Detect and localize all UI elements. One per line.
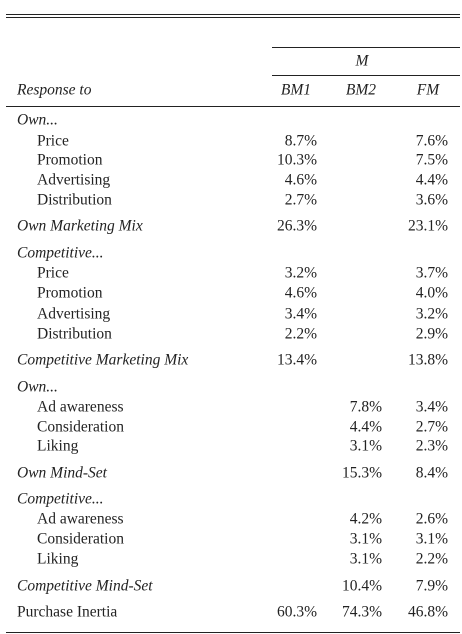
cell: 2.3% — [416, 438, 448, 455]
cell: 8.4% — [416, 465, 448, 482]
row-label: Price — [37, 133, 69, 150]
cell: 2.6% — [416, 511, 448, 528]
row-label: Own Mind-Set — [17, 465, 108, 482]
row-label: Competitive... — [17, 245, 104, 262]
row-label: Distribution — [37, 192, 112, 209]
cell: 2.2% — [416, 551, 448, 568]
cell: 10.3% — [277, 152, 317, 169]
cell: 3.1% — [416, 531, 448, 548]
cell: 2.7% — [416, 419, 448, 436]
cell: 3.7% — [416, 265, 448, 282]
cell: 4.2% — [350, 511, 382, 528]
row-label: Ad awareness — [37, 511, 124, 528]
cell: 4.6% — [285, 285, 317, 302]
cell: 74.3% — [342, 604, 382, 621]
row-label: Distribution — [37, 326, 112, 343]
cell: 15.3% — [342, 465, 382, 482]
header: FM — [416, 82, 440, 99]
row-label: Ad awareness — [37, 399, 124, 416]
cell: 8.7% — [285, 133, 317, 150]
row-label: Own... — [17, 379, 58, 396]
cell: 7.8% — [350, 399, 382, 416]
row-label: Competitive Marketing Mix — [17, 352, 188, 369]
cell: 4.4% — [416, 172, 448, 189]
row-label: Own... — [17, 112, 58, 129]
cell: 23.1% — [408, 218, 448, 235]
cell: 3.2% — [416, 306, 448, 323]
cell: 60.3% — [277, 604, 317, 621]
cell: 7.9% — [416, 578, 448, 595]
cell: 4.4% — [350, 419, 382, 436]
row-label: Promotion — [37, 152, 103, 169]
row-label: Consideration — [37, 531, 124, 548]
cell: 13.8% — [408, 352, 448, 369]
row-label: Own Marketing Mix — [17, 218, 143, 235]
cell: 3.4% — [416, 399, 448, 416]
cell: 10.4% — [342, 578, 382, 595]
row-label: Liking — [37, 438, 79, 455]
header: Response to — [16, 82, 92, 99]
row-label: Purchase Inertia — [17, 604, 117, 621]
header: BM2 — [346, 82, 376, 99]
cell: 3.1% — [350, 531, 382, 548]
row-label: Price — [37, 265, 69, 282]
row-label: Advertising — [37, 172, 110, 189]
row-label: Advertising — [37, 306, 110, 323]
cell: 2.7% — [285, 192, 317, 209]
row-label: Liking — [37, 551, 79, 568]
header: BM1 — [281, 82, 311, 99]
row-label: Competitive Mind-Set — [17, 578, 153, 595]
cell: 26.3% — [277, 218, 317, 235]
cell: 3.2% — [285, 265, 317, 282]
cell: 3.6% — [416, 192, 448, 209]
cell: 2.2% — [285, 326, 317, 343]
cell: 2.9% — [416, 326, 448, 343]
cell: 46.8% — [408, 604, 448, 621]
spanner: M — [355, 53, 370, 70]
cell: 4.0% — [416, 285, 448, 302]
cell: 4.6% — [285, 172, 317, 189]
cell: 7.5% — [416, 152, 448, 169]
cell: 3.4% — [285, 306, 317, 323]
cell: 3.1% — [350, 438, 382, 455]
row-label: Promotion — [37, 285, 103, 302]
row-label: Consideration — [37, 419, 124, 436]
cell: 3.1% — [350, 551, 382, 568]
cell: 13.4% — [277, 352, 317, 369]
row-label: Competitive... — [17, 491, 104, 508]
cell: 7.6% — [416, 133, 448, 150]
